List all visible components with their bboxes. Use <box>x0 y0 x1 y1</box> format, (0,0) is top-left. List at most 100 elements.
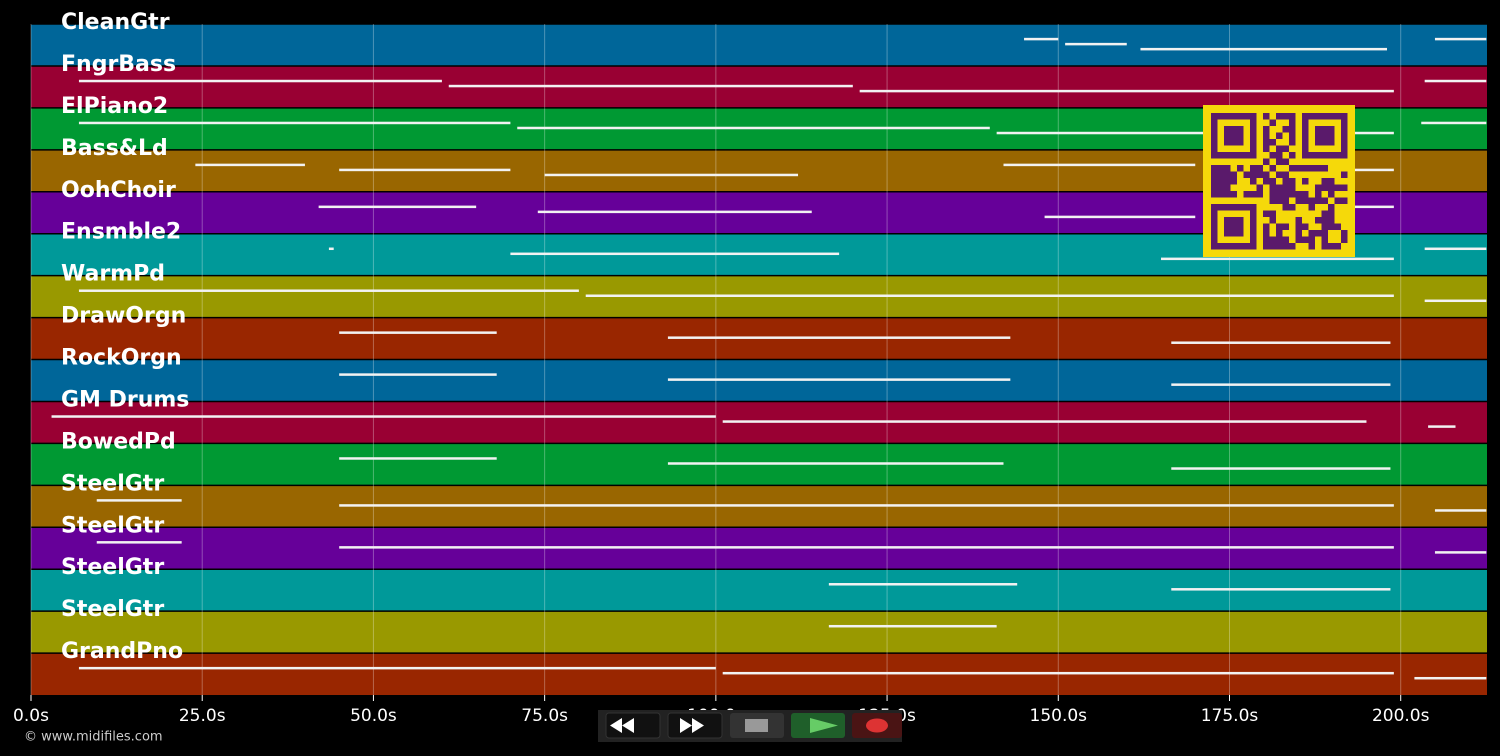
note <box>1161 257 1394 261</box>
qr-cell <box>1263 158 1270 165</box>
qr-cell <box>1334 197 1341 204</box>
controls <box>598 710 902 742</box>
qr-cell <box>1289 243 1296 250</box>
track-name: CleanGtr <box>61 10 170 35</box>
note <box>1171 341 1391 344</box>
qr-cell <box>1224 178 1231 185</box>
qr-cell <box>1269 217 1276 224</box>
note <box>339 168 511 172</box>
qr-cell <box>1282 171 1289 178</box>
qr-cell <box>1295 223 1302 230</box>
stop-button[interactable] <box>730 713 784 738</box>
qr-cell <box>1211 178 1218 185</box>
qr-cell <box>1224 191 1231 198</box>
qr-cell <box>1289 204 1296 211</box>
qr-cell <box>1315 165 1322 172</box>
note <box>339 546 1394 549</box>
qr-cell <box>1282 126 1289 133</box>
note <box>1024 37 1059 41</box>
qr-cell <box>1334 223 1341 230</box>
qr-cell <box>1217 171 1224 178</box>
qr-cell <box>1328 210 1335 217</box>
qr-cell <box>1282 223 1289 230</box>
qr-cell <box>1321 165 1328 172</box>
note <box>585 294 1394 297</box>
qr-cell <box>1315 184 1322 191</box>
qr-cell <box>1263 210 1270 217</box>
track-name: SteelGtr <box>61 555 164 580</box>
track-name: GM Drums <box>61 387 189 412</box>
qr-cell <box>1321 230 1328 237</box>
qr-cell <box>1224 184 1231 191</box>
x-tick-label: 175.0s <box>1201 706 1259 726</box>
qr-cell <box>1289 191 1296 198</box>
qr-cell <box>1224 165 1231 172</box>
qr-finder <box>1315 126 1335 146</box>
note <box>1434 551 1487 554</box>
qr-cell <box>1269 178 1276 185</box>
rewind-button[interactable] <box>605 712 661 739</box>
play-button[interactable] <box>791 713 845 738</box>
qr-cell <box>1302 165 1309 172</box>
qr-cell <box>1302 191 1309 198</box>
qr-cell <box>1308 243 1315 250</box>
qr-cell <box>1250 165 1257 172</box>
qr-cell <box>1302 178 1309 185</box>
qr-cell <box>1282 243 1289 250</box>
note <box>544 173 799 177</box>
qr-cell <box>1269 139 1276 146</box>
qr-finder <box>1224 217 1244 237</box>
qr-cell <box>1211 184 1218 191</box>
track-name: OohChoir <box>61 178 176 203</box>
note <box>1003 163 1196 167</box>
qr-cell <box>1263 178 1270 185</box>
note <box>828 583 1018 586</box>
qr-cell <box>1263 243 1270 250</box>
qr-cell <box>1217 184 1224 191</box>
track-band <box>31 24 1487 66</box>
qr-cell <box>1263 139 1270 146</box>
qr-cell <box>1276 197 1283 204</box>
record-button[interactable] <box>852 713 902 738</box>
qr-cell <box>1263 171 1270 178</box>
qr-cell <box>1276 223 1283 230</box>
qr-cell <box>1289 113 1296 120</box>
track-name: FngrBass <box>61 52 176 77</box>
qr-cell <box>1334 243 1341 250</box>
fast-forward-button[interactable] <box>667 712 723 739</box>
note <box>1044 215 1196 219</box>
qr-cell <box>1308 204 1315 211</box>
qr-cell <box>1282 191 1289 198</box>
qr-cell <box>1276 243 1283 250</box>
qr-cell <box>1289 178 1296 185</box>
note <box>667 462 1004 465</box>
qr-cell <box>1308 197 1315 204</box>
note <box>1171 383 1391 386</box>
qr-cell <box>1263 230 1270 237</box>
qr-cell <box>1341 197 1348 204</box>
note <box>1065 42 1127 46</box>
qr-cell <box>1302 236 1309 243</box>
track-name: Ensmble2 <box>61 220 181 245</box>
qr-cell <box>1250 171 1257 178</box>
qr-cell <box>1334 184 1341 191</box>
note <box>1428 425 1456 428</box>
qr-cell <box>1263 126 1270 133</box>
track-name: ElPiano2 <box>61 94 168 119</box>
qr-cell <box>1250 191 1257 198</box>
note <box>1140 47 1388 51</box>
qr-cell <box>1282 113 1289 120</box>
qr-cell <box>1224 171 1231 178</box>
note <box>1414 676 1487 680</box>
qr-cell <box>1295 217 1302 224</box>
qr-cell <box>1341 171 1348 178</box>
qr-cell <box>1276 184 1283 191</box>
qr-cell <box>1263 113 1270 120</box>
qr-cell <box>1263 236 1270 243</box>
note <box>722 671 1394 675</box>
qr-cell <box>1328 217 1335 224</box>
qr-cell <box>1289 184 1296 191</box>
qr-cell <box>1269 165 1276 172</box>
track-name: DrawOrgn <box>61 304 186 329</box>
